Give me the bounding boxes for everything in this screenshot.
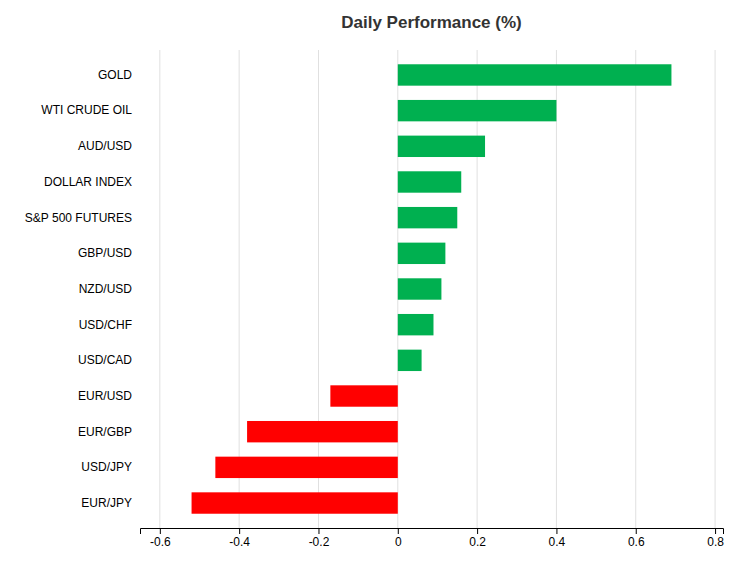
x-tick: -0.4: [229, 528, 250, 549]
y-tick-label: EUR/USD: [78, 389, 132, 403]
y-tick-label: WTI CRUDE OIL: [41, 103, 132, 117]
grid-line: [635, 50, 636, 528]
x-tick-mark: [398, 528, 399, 534]
x-tick-mark: [477, 528, 478, 534]
x-axis: -0.6 -0.4 -0.2 0 0.2 0.4 0.6 0.8: [141, 528, 725, 549]
x-tick: 0.4: [549, 528, 566, 549]
y-tick-label: S&P 500 FUTURES: [25, 210, 132, 224]
x-tick-label: -0.2: [309, 535, 330, 549]
y-tick: GOLD: [98, 68, 132, 82]
y-tick: EUR/JPY: [81, 496, 132, 510]
y-tick: USD/CHF: [79, 318, 132, 332]
y-tick: USD/JPY: [81, 460, 132, 474]
y-tick: DOLLAR INDEX: [44, 175, 132, 189]
y-tick-label: USD/JPY: [81, 460, 132, 474]
y-tick: WTI CRUDE OIL: [41, 103, 132, 117]
y-tick-label: USD/CHF: [79, 318, 132, 332]
grid-line: [159, 50, 160, 528]
y-tick-label: EUR/GBP: [78, 425, 132, 439]
x-tick-mark: [636, 528, 637, 534]
bar: [398, 207, 457, 228]
x-tick-label: 0.4: [549, 535, 566, 549]
x-tick: -0.2: [309, 528, 330, 549]
y-tick: EUR/GBP: [78, 425, 132, 439]
x-tick-label: -0.6: [150, 535, 171, 549]
y-axis: EUR/JPY USD/JPY EUR/GBP EUR/USD USD/CAD USD/C…: [25, 68, 132, 510]
bar: [398, 278, 442, 299]
y-tick-label: DOLLAR INDEX: [44, 175, 132, 189]
x-tick-mark: [318, 528, 319, 534]
x-tick-label: 0.2: [469, 535, 486, 549]
chart: -0.6-0.4-0.200.20.40.60.8EUR/JPYUSD/JPYE…: [0, 0, 753, 568]
y-tick: EUR/USD: [78, 389, 132, 403]
grid-line: [239, 50, 240, 528]
bar: [215, 457, 397, 478]
plot: -0.6-0.4-0.200.20.40.60.8EUR/JPYUSD/JPYE…: [25, 50, 724, 549]
x-tick-label: 0.6: [628, 535, 645, 549]
bar: [398, 64, 672, 85]
x-tick-mark: [556, 528, 557, 534]
bar: [398, 171, 461, 192]
bar: [398, 350, 422, 371]
y-tick-label: USD/CAD: [78, 353, 132, 367]
title: Daily Performance (%): [341, 13, 521, 32]
grid: [160, 50, 715, 528]
y-tick-label: EUR/JPY: [81, 496, 132, 510]
x-tick: 0: [395, 528, 402, 549]
grid-line: [477, 50, 478, 528]
bar: [330, 385, 397, 406]
x-tick-mark: [715, 528, 716, 534]
y-tick-label: GBP/USD: [78, 246, 132, 260]
bar: [247, 421, 398, 442]
y-tick: NZD/USD: [79, 282, 133, 296]
x-tick-mark: [239, 528, 240, 534]
bar: [398, 100, 557, 121]
grid-line: [318, 50, 319, 528]
bar: [398, 243, 446, 264]
bar: [192, 492, 398, 513]
x-tick-label: 0: [395, 535, 402, 549]
x-tick: 0.8: [707, 528, 724, 549]
y-tick: USD/CAD: [78, 353, 132, 367]
y-tick: GBP/USD: [78, 246, 132, 260]
y-tick-label: GOLD: [98, 68, 132, 82]
grid-line: [715, 50, 716, 528]
y-tick-label: AUD/USD: [78, 139, 132, 153]
x-tick-label: 0.8: [707, 535, 724, 549]
bar: [398, 314, 434, 335]
x-tick-mark: [160, 528, 161, 534]
x-tick: 0.6: [628, 528, 645, 549]
x-tick-label: -0.4: [229, 535, 250, 549]
x-axis-line: [141, 529, 724, 535]
bar: [398, 136, 485, 157]
y-tick: AUD/USD: [78, 139, 132, 153]
grid-line: [556, 50, 557, 528]
y-tick-label: NZD/USD: [79, 282, 133, 296]
y-tick: S&P 500 FUTURES: [25, 210, 132, 224]
bars: [192, 64, 672, 513]
x-tick: -0.6: [150, 528, 171, 549]
x-tick: 0.2: [469, 528, 486, 549]
